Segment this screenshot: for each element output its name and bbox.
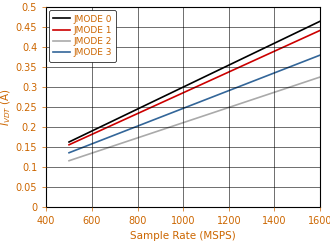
Legend: JMODE 0, JMODE 1, JMODE 2, JMODE 3: JMODE 0, JMODE 1, JMODE 2, JMODE 3	[49, 10, 116, 62]
Y-axis label: $I_{VDT}$ (A): $I_{VDT}$ (A)	[0, 88, 13, 126]
X-axis label: Sample Rate (MSPS): Sample Rate (MSPS)	[130, 231, 236, 241]
